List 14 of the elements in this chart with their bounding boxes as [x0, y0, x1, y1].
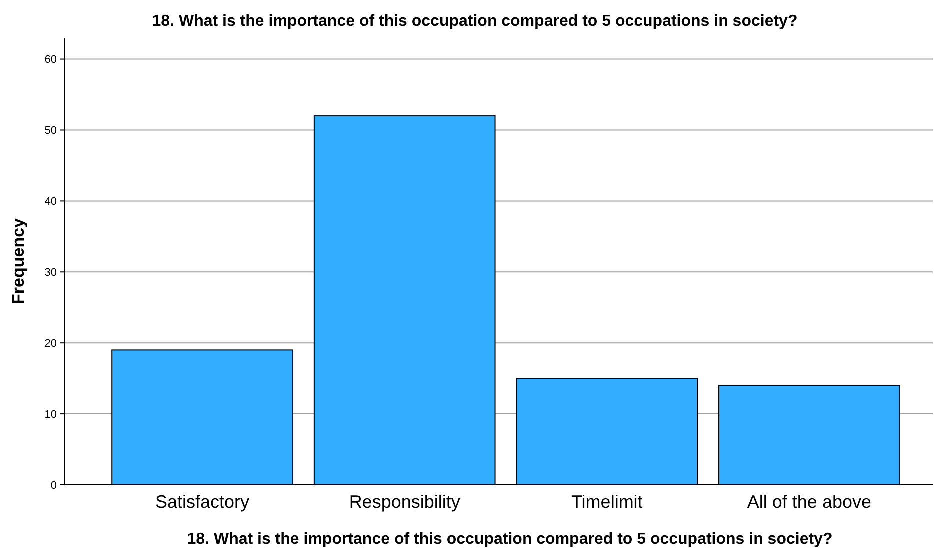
chart-title: 18. What is the importance of this occupation compared to 5 occupations in society? [152, 13, 798, 30]
x-tick-label: Timelimit [571, 492, 643, 512]
x-tick-label: All of the above [747, 492, 872, 512]
y-tick-label: 50 [44, 125, 57, 138]
x-tick-label: Responsibility [349, 492, 460, 512]
y-axis-title: Frequency [9, 218, 28, 304]
y-tick-label: 10 [44, 408, 57, 421]
x-axis-title: 18. What is the importance of this occupation compared to 5 occupations in society? [187, 531, 833, 548]
y-tick-label: 0 [50, 480, 57, 492]
y-tick-label: 30 [44, 266, 57, 279]
y-tick-label: 60 [44, 54, 57, 66]
y-tick-label: 40 [44, 196, 57, 208]
y-tick-label: 20 [44, 338, 57, 350]
x-tick-label: Satisfactory [156, 492, 250, 512]
